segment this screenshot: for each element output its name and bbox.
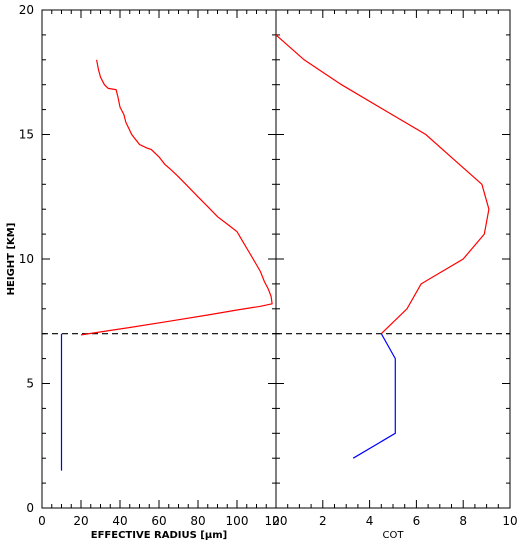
panel-1-ytick-label: 0 bbox=[26, 501, 34, 515]
panel-1-ytick-label: 15 bbox=[19, 128, 34, 142]
panel-1-x-axis-title: EFFECTIVE RADIUS [μm] bbox=[91, 530, 227, 541]
panel-1-xtick-label: 100 bbox=[226, 514, 249, 528]
panel-2-xtick-label: 8 bbox=[459, 514, 467, 528]
panel-2-xtick-label: 2 bbox=[319, 514, 327, 528]
panel-1-ytick-label: 20 bbox=[19, 3, 34, 17]
panel-1-xtick-label: 80 bbox=[190, 514, 205, 528]
panel-2-xtick-label: 4 bbox=[366, 514, 374, 528]
panel-2-series-1-line bbox=[275, 34, 490, 335]
panel-1-ytick-label: 10 bbox=[19, 252, 34, 266]
panel-1-frame bbox=[41, 9, 277, 509]
panel-2-xtick-label: 6 bbox=[413, 514, 421, 528]
panel-1-xtick-label: 120 bbox=[265, 514, 288, 528]
panel-2-xtick-label: 10 bbox=[502, 514, 517, 528]
panel-1-series-1-line bbox=[80, 59, 273, 336]
panel-1-xtick-label: 0 bbox=[38, 514, 46, 528]
panel-1-ytick-label: 5 bbox=[26, 377, 34, 391]
panel-1-xtick-label: 20 bbox=[73, 514, 88, 528]
panel-2-x-axis-title: COT bbox=[383, 530, 405, 541]
panel-1-xtick-label: 60 bbox=[151, 514, 166, 528]
panel-2-xtick-label: 0 bbox=[272, 514, 280, 528]
panel-2-frame bbox=[275, 9, 511, 509]
panel-1-xtick-label: 40 bbox=[112, 514, 127, 528]
panel-2-series-2-line bbox=[352, 333, 396, 459]
panel-1-y-axis-title: HEIGHT [KM] bbox=[6, 223, 17, 296]
